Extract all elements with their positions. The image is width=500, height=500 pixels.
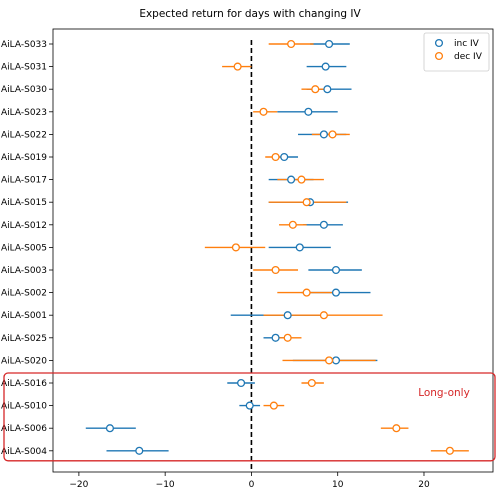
legend-label-dec-iv: dec IV [454, 52, 483, 62]
point-dec-iv [302, 288, 311, 297]
point-inc-iv [283, 311, 292, 320]
point-dec-iv [319, 311, 328, 320]
point-inc-iv [135, 446, 144, 455]
long-only-label: Long-only [418, 387, 470, 399]
ytick-label: AiLA-S004 [1, 447, 47, 457]
point-inc-iv [271, 333, 280, 342]
xtick-label: 20 [418, 480, 430, 490]
legend-marker-inc-iv [434, 38, 444, 48]
point-inc-iv [287, 175, 296, 184]
chart-title: Expected return for days with changing I… [139, 8, 361, 20]
xtick-label: 0 [249, 480, 255, 490]
point-dec-iv [311, 85, 320, 94]
ytick-label: AiLA-S012 [1, 221, 47, 231]
ytick-label: AiLA-S002 [1, 289, 47, 299]
point-inc-iv [325, 39, 334, 49]
ytick-label: AiLA-S015 [1, 198, 47, 208]
point-dec-iv [233, 62, 242, 71]
ytick-label: AiLA-S001 [1, 311, 47, 321]
xtick-label: −10 [156, 480, 175, 490]
ytick-label: AiLA-S022 [1, 130, 47, 140]
point-dec-iv [283, 333, 292, 342]
ytick-label: AiLA-S033 [1, 40, 47, 50]
point-dec-iv [297, 175, 306, 184]
ytick-label: AiLA-S005 [1, 243, 47, 253]
xtick-label: 10 [332, 480, 344, 490]
point-dec-iv [392, 424, 401, 433]
point-dec-iv [302, 198, 311, 207]
legend-label-inc-iv: inc IV [454, 39, 480, 49]
point-inc-iv [319, 220, 328, 229]
point-dec-iv [259, 107, 268, 116]
ytick-label: AiLA-S023 [1, 108, 47, 118]
point-inc-iv [105, 424, 114, 433]
point-dec-iv [328, 130, 337, 139]
point-dec-iv [271, 265, 280, 275]
ytick-label: AiLA-S017 [1, 176, 47, 186]
ytick-label: AiLA-S030 [1, 85, 47, 95]
plot-frame [52, 28, 494, 473]
point-inc-iv [321, 62, 330, 71]
xtick-label: −20 [69, 480, 88, 490]
point-inc-iv [331, 356, 341, 365]
legend: inc IV dec IV [423, 32, 490, 72]
point-dec-iv [325, 356, 334, 365]
ytick-label: AiLA-S019 [1, 153, 47, 163]
long-only-highlight-box [3, 372, 496, 462]
ytick-label: AiLA-S031 [1, 63, 47, 73]
point-dec-iv [287, 39, 296, 49]
point-dec-iv [288, 220, 297, 229]
point-inc-iv [280, 152, 289, 162]
point-inc-iv [319, 130, 328, 139]
point-inc-iv [237, 378, 246, 388]
point-dec-iv [231, 243, 240, 252]
point-dec-iv [307, 378, 316, 388]
ytick-label: AiLA-S006 [1, 424, 47, 434]
point-dec-iv [269, 401, 278, 410]
point-inc-iv [331, 288, 341, 297]
legend-marker-dec-iv [434, 51, 444, 61]
ytick-label: AiLA-S020 [1, 356, 47, 366]
point-dec-iv [445, 446, 454, 455]
point-dec-iv [271, 152, 280, 162]
point-inc-iv [245, 401, 254, 410]
ytick-label: AiLA-S016 [1, 379, 47, 389]
ytick-label: AiLA-S003 [1, 266, 47, 276]
point-inc-iv [295, 243, 304, 252]
point-inc-iv [304, 107, 313, 116]
point-inc-iv [323, 85, 332, 94]
point-inc-iv [331, 265, 341, 275]
ytick-label: AiLA-S025 [1, 334, 47, 344]
ytick-label: AiLA-S010 [1, 402, 47, 412]
